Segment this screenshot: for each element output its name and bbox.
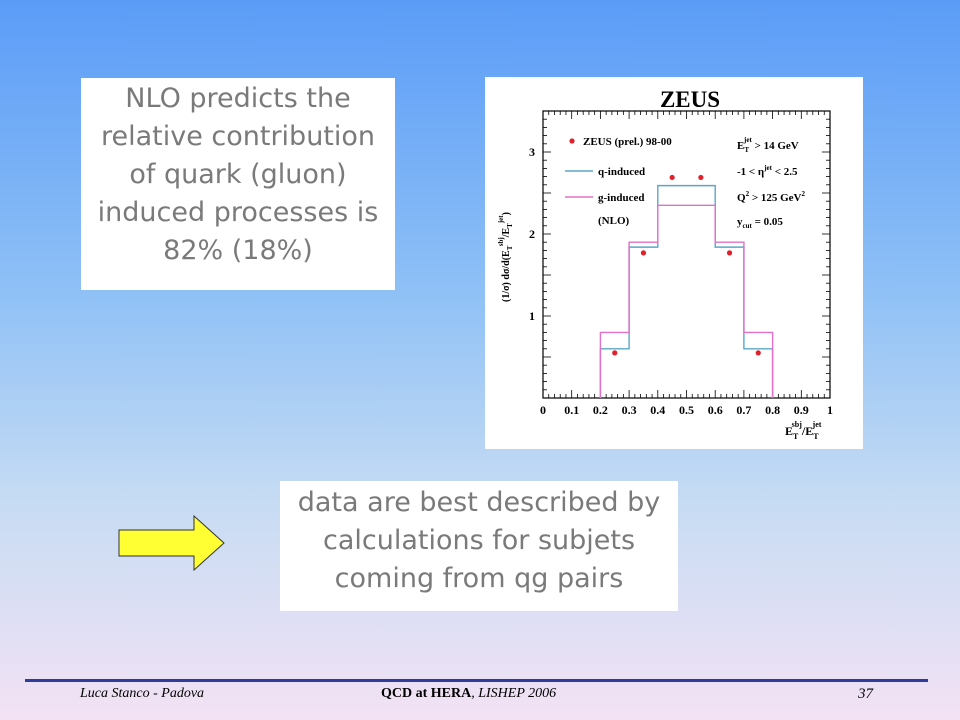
y-tick-labels: 1 2 3 — [529, 145, 535, 323]
textbox-line: induced processes is — [97, 197, 379, 228]
textbox-line: calculations for subjets — [322, 525, 636, 556]
y-tick-label: 1 — [529, 309, 535, 323]
cut-ycut: ycut = 0.05 — [737, 216, 783, 230]
chart-title: ZEUS — [660, 87, 720, 112]
data-point — [669, 174, 675, 181]
data-point — [698, 174, 704, 181]
legend-data-label: ZEUS (prel.) 98-00 — [583, 136, 672, 148]
x-tick-label: 0.2 — [593, 403, 608, 417]
x-tick-label: 0.3 — [622, 403, 637, 417]
nlo-prediction-textbox: NLO predicts the relative contribution o… — [81, 78, 395, 290]
y-tick-label: 3 — [529, 145, 535, 159]
legend-data-marker — [569, 138, 575, 144]
y-axis-label: (1/σ) dσ/d(ETsbj/ETjet) — [497, 212, 514, 302]
zeus-chart-panel: ZEUS 0 0.1 0.2 0.3 0.4 0.5 0.6 0.7 0.8 0.9 1 1 2 3 (… — [485, 77, 863, 449]
x-tick-label: 0.7 — [736, 403, 751, 417]
textbox-line: data are best described by — [297, 487, 661, 518]
data-point — [755, 350, 761, 356]
chart-legend: ZEUS (prel.) 98-00 q-induced g-induced (… — [565, 136, 672, 227]
data-point — [726, 250, 733, 256]
footer-title-rest: , LISHEP 2006 — [471, 686, 557, 701]
footer-title: QCD at HERA, LISHEP 2006 — [381, 686, 556, 702]
footer-title-bold: QCD at HERA — [381, 686, 472, 701]
cut-eta: -1 < ηjet < 2.5 — [737, 164, 798, 178]
legend-nlo-label: (NLO) — [598, 215, 630, 227]
axis-ticks — [542, 110, 831, 399]
x-axis-label: ETsbj/ETjet — [785, 420, 822, 441]
textbox-line: NLO predicts the — [125, 83, 351, 114]
zeus-chart: ZEUS 0 0.1 0.2 0.3 0.4 0.5 0.6 0.7 0.8 0.9 1 1 2 3 (… — [497, 87, 833, 441]
conclusion-textbox: data are best described by calculations … — [280, 481, 678, 611]
data-point — [640, 250, 647, 256]
right-arrow-icon — [118, 515, 225, 571]
textbox-line: 82% (18%) — [163, 235, 313, 266]
q-induced-step-line — [599, 184, 774, 398]
x-tick-label: 0.5 — [679, 403, 694, 417]
data-point — [612, 350, 618, 356]
legend-q-label: q-induced — [598, 166, 645, 178]
page-number: 37 — [858, 686, 873, 702]
cut-et: ETjet > 14 GeV — [737, 136, 799, 154]
textbox-line: coming from qg pairs — [334, 563, 624, 594]
g-induced-histogram — [599, 204, 774, 398]
textbox-line: relative contribution — [100, 121, 376, 152]
x-tick-label: 1 — [827, 403, 833, 417]
footer-author: Luca Stanco - Padova — [80, 686, 205, 701]
x-tick-labels: 0 0.1 0.2 0.3 0.4 0.5 0.6 0.7 0.8 0.9 1 — [540, 403, 833, 417]
plot-frame — [542, 110, 831, 399]
x-tick-label: 0.6 — [708, 403, 723, 417]
x-tick-label: 0 — [540, 403, 546, 417]
data-points — [612, 174, 761, 356]
q-induced-histogram — [599, 184, 774, 398]
footer-rule — [25, 679, 928, 682]
x-tick-label: 0.9 — [794, 403, 809, 417]
x-tick-label: 0.1 — [564, 403, 579, 417]
x-tick-label: 0.8 — [765, 403, 780, 417]
y-tick-label: 2 — [529, 227, 535, 241]
legend-g-label: g-induced — [598, 192, 644, 204]
kinematic-cuts: ETjet > 14 GeV -1 < ηjet < 2.5 Q2 > 125 … — [737, 136, 805, 230]
g-induced-step-line — [599, 204, 774, 398]
x-tick-label: 0.4 — [650, 403, 665, 417]
cut-q2: Q2 > 125 GeV2 — [737, 190, 805, 204]
textbox-line: of quark (gluon) — [129, 159, 347, 190]
